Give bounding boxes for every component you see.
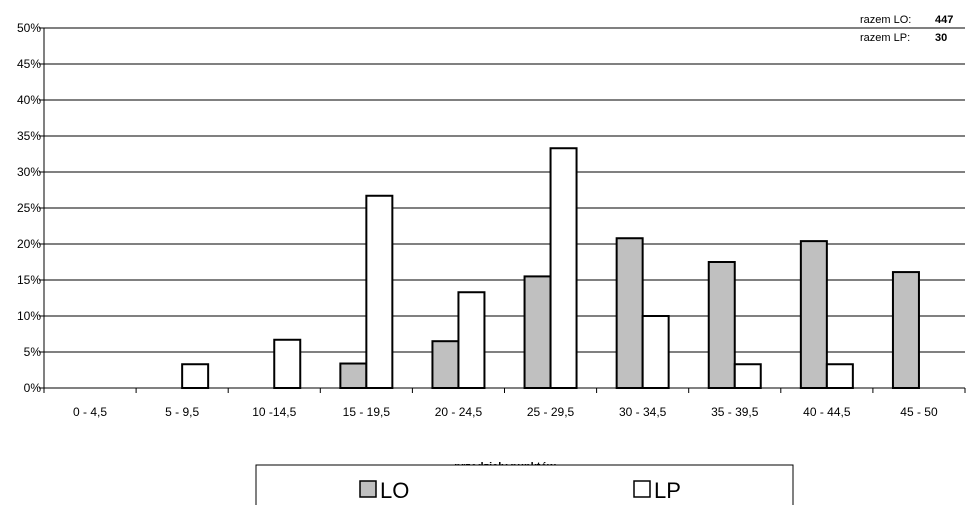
legend-label-lp: LP: [654, 478, 681, 503]
bar-lo-8: [799, 240, 828, 389]
x-tick-label: 0 - 4,5: [73, 405, 107, 419]
bar-lp-2: [273, 338, 302, 390]
gridlines: [44, 27, 965, 353]
legend-swatch-lp: [633, 480, 651, 498]
bar-lo-7: [707, 261, 736, 389]
x-tick-label: 15 - 19,5: [343, 405, 391, 419]
y-tick-label: 0%: [24, 381, 42, 395]
y-tick-label: 35%: [17, 129, 41, 143]
x-tick-label: 30 - 34,5: [619, 405, 667, 419]
bar-lo-6: [615, 237, 644, 389]
x-tick-label: 25 - 29,5: [527, 405, 575, 419]
totals-annotation: razem LO: 447 razem LP: 30: [860, 14, 953, 44]
bar-lp-8: [825, 363, 854, 389]
x-tick-label: 35 - 39,5: [711, 405, 759, 419]
lp-total-value: 30: [935, 32, 947, 44]
x-tick-label: 5 - 9,5: [165, 405, 199, 419]
bar-lo-3: [339, 362, 368, 389]
bar-lp-5: [549, 147, 578, 389]
y-tick-label: 15%: [17, 273, 41, 287]
x-tick-label: 45 - 50: [900, 405, 938, 419]
bar-lp-4: [457, 291, 486, 389]
y-tick-label: 20%: [17, 237, 41, 251]
x-axis-ticks: 0 - 4,5 5 - 9,5 10 -14,5 15 - 19,5 20 - 24,5…: [43, 388, 966, 419]
axes: [43, 28, 965, 389]
y-tick-label: 25%: [17, 201, 41, 215]
legend-swatch-lo: [359, 480, 377, 498]
bar-lo-9: [891, 271, 920, 389]
bar-lp-6: [641, 315, 670, 389]
lp-total-label: razem LP:: [860, 32, 910, 44]
y-axis-ticks: 0% 5% 10% 15% 20% 25% 30% 35% 40% 45% 50%: [17, 21, 44, 395]
bar-lp-7: [733, 363, 762, 389]
y-tick-label: 50%: [17, 21, 41, 35]
y-tick-label: 5%: [24, 345, 42, 359]
x-tick-label: 10 -14,5: [252, 405, 296, 419]
x-tick-label: 20 - 24,5: [435, 405, 483, 419]
y-tick-label: 45%: [17, 57, 41, 71]
lo-total-value: 447: [935, 14, 953, 26]
bars: [181, 147, 920, 390]
lo-total-label: razem LO:: [860, 14, 911, 26]
legend-box: [255, 464, 794, 505]
bar-lo-5: [523, 275, 552, 389]
bar-lp-3: [365, 194, 394, 389]
y-tick-label: 10%: [17, 309, 41, 323]
y-tick-label: 40%: [17, 93, 41, 107]
y-tick-label: 30%: [17, 165, 41, 179]
legend-label-lo: LO: [380, 478, 409, 503]
bar-lp-1: [181, 363, 210, 389]
legend: LO LP: [255, 464, 794, 505]
x-tick-label: 40 - 44,5: [803, 405, 851, 419]
bar-lo-4: [431, 340, 460, 390]
